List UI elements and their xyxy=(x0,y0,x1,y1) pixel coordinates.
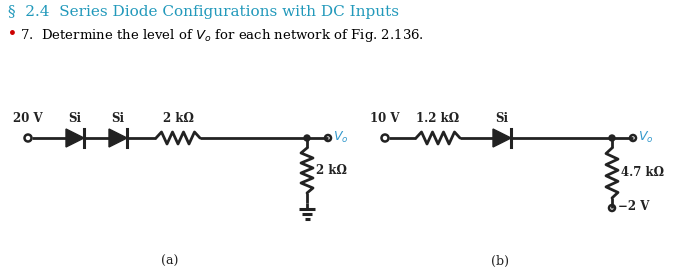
Text: •: • xyxy=(8,27,17,41)
Text: $V_o$: $V_o$ xyxy=(333,129,349,145)
Text: (b): (b) xyxy=(491,255,509,268)
Text: Si: Si xyxy=(69,112,82,125)
Text: 7.  Determine the level of $V_o$ for each network of Fig. 2.136.: 7. Determine the level of $V_o$ for each… xyxy=(20,27,424,44)
Circle shape xyxy=(609,135,615,141)
Text: Si: Si xyxy=(111,112,125,125)
Text: §  2.4  Series Diode Configurations with DC Inputs: § 2.4 Series Diode Configurations with D… xyxy=(8,5,399,19)
Text: Si: Si xyxy=(496,112,509,125)
Text: 2 kΩ: 2 kΩ xyxy=(162,112,193,125)
Text: 10 V: 10 V xyxy=(370,112,400,125)
Text: $V_o$: $V_o$ xyxy=(638,129,654,145)
Text: (a): (a) xyxy=(161,255,178,268)
Polygon shape xyxy=(109,129,127,147)
Text: 1.2 kΩ: 1.2 kΩ xyxy=(416,112,460,125)
Text: 20 V: 20 V xyxy=(13,112,43,125)
Text: 4.7 kΩ: 4.7 kΩ xyxy=(621,166,664,179)
Text: −2 V: −2 V xyxy=(618,200,650,214)
Polygon shape xyxy=(493,129,511,147)
Circle shape xyxy=(304,135,310,141)
Polygon shape xyxy=(66,129,84,147)
Text: 2 kΩ: 2 kΩ xyxy=(316,164,347,177)
